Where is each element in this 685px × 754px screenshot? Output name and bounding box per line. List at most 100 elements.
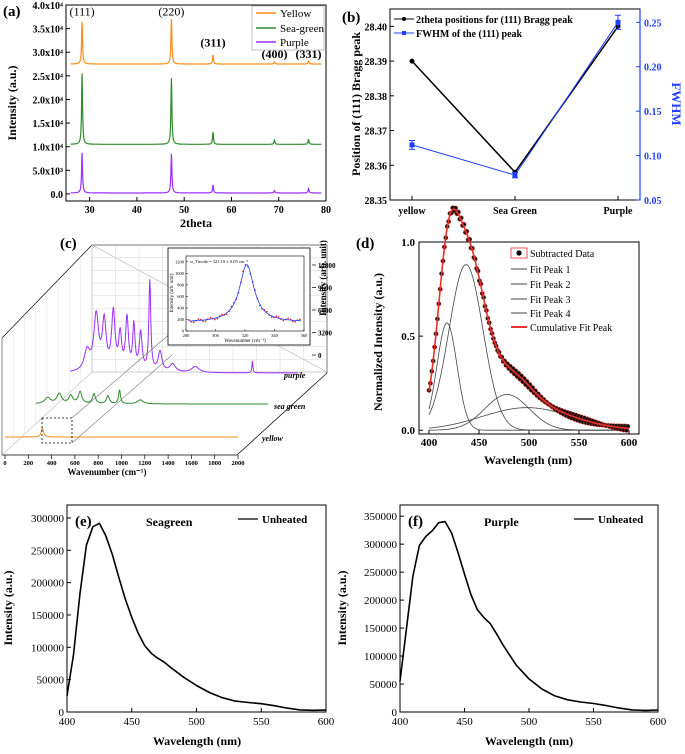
c-xtick-label-3: 600 xyxy=(70,460,80,467)
d-ytick-label-1: 0.5 xyxy=(401,331,415,343)
b-xtick-label-1: Sea Green xyxy=(493,206,537,217)
series-label-purple: purple xyxy=(283,371,306,380)
panel-f-y-ticks: 0 50000 100000 150000 200000 250000 300000 3500… xyxy=(364,511,404,719)
panel-b-x-ticks: yellow Sea Green Purple xyxy=(398,196,633,217)
inset-ytick-label-3: 600 xyxy=(177,294,185,299)
panel-c-x-ticks: 0 200 400 600 800 1000 1200 1400 1600 1800 2000 xyxy=(3,455,245,467)
d-xtick-label-3: 550 xyxy=(571,437,588,449)
a-series-yellow xyxy=(70,19,322,65)
inset-point-47 xyxy=(299,318,301,321)
d-fit-peak-3 xyxy=(429,394,629,431)
d-fit-peak-1 xyxy=(428,322,629,431)
inset-xtick-label-3: 340 xyxy=(271,333,279,338)
c-xtick-label-9: 1800 xyxy=(208,460,221,467)
c-xtick-label-10: 2000 xyxy=(232,460,245,467)
legend-yellow: Yellow xyxy=(280,8,311,20)
b-y2tick-label-1: 0.10 xyxy=(644,152,662,163)
d-xtick-label-4: 600 xyxy=(621,437,638,449)
c-xtick-label-5: 1000 xyxy=(115,460,128,467)
inset-point-42 xyxy=(287,317,289,320)
d-cumulative-fit xyxy=(428,208,630,430)
inset-title: ω_Tmode = 321.19 ± 0.05 cm⁻¹ xyxy=(190,259,249,264)
panel-a-y-label: Intensity (a.u.) xyxy=(5,65,19,140)
panel-a: (a) 0.0 5.0x10³ 1.0x10⁴ 1.5x10⁴ 2.0x10⁴ 2.5x1… xyxy=(3,1,331,230)
b-ytick-label-1: 28.36 xyxy=(365,161,388,172)
panel-c-spectra xyxy=(5,279,298,438)
inset-ytick-label-5: 1000 xyxy=(175,271,185,276)
inset-point-44 xyxy=(291,320,294,323)
panel-d-y-ticks: 0.0 0.5 1.0 xyxy=(401,237,423,437)
panel-e-x-label: Wavelength (nm) xyxy=(153,734,241,748)
panel-d-x-label: Wavelength (nm) xyxy=(484,453,572,467)
a-ytick-label-4: 2.0x10⁴ xyxy=(33,95,64,106)
pe-ytick-label-5: 250000 xyxy=(31,545,65,557)
b-series-line-1 xyxy=(411,22,619,176)
pe-xtick-label-4: 600 xyxy=(318,716,335,728)
a-ytick-label-1: 5.0x10³ xyxy=(33,166,64,177)
pf-ytick-label-1: 50000 xyxy=(370,679,398,691)
panel-c-label: (c) xyxy=(60,236,77,252)
pe-ytick-label-6: 300000 xyxy=(31,513,65,525)
c-spectrum-seagreen xyxy=(35,389,268,405)
pe-series-unheated xyxy=(66,522,327,712)
b-series-line-0 xyxy=(411,25,619,174)
panel-f-x-label: Wavelength (nm) xyxy=(485,734,573,748)
panel-e-y-ticks: 0 50000 100000 150000 200000 250000 300000 xyxy=(31,513,71,719)
b-y2tick-label-2: 0.15 xyxy=(644,107,662,118)
panel-c-inset: 280 300 320 340 360 0 200 400 600 800 1000 1200 ω_T… xyxy=(167,247,311,346)
b-xtick-label-0: yellow xyxy=(398,206,426,217)
legend-swatch-data xyxy=(510,247,528,259)
c-spectrum-yellow xyxy=(5,427,238,438)
inset-fit-line xyxy=(188,264,302,322)
panel-c-z-ticks: 0 3200 6400 9600 12800 xyxy=(312,262,336,360)
panel-a-y-ticks: 0.0 5.0x10³ 1.0x10⁴ 1.5x10⁴ 2.0x10⁴ 2.5x10⁴ 3.… xyxy=(33,1,70,201)
pf-ytick-label-0: 0 xyxy=(392,707,398,719)
inset-ytick-label-1: 200 xyxy=(177,317,185,322)
panel-a-x-label: 2theta xyxy=(180,216,212,230)
inset-point-40 xyxy=(282,319,285,322)
inset-point-4 xyxy=(197,318,200,320)
pf-xtick-label-2: 500 xyxy=(521,716,538,728)
b-ytick-label-2: 28.37 xyxy=(365,127,388,138)
c-xtick-label-4: 800 xyxy=(93,460,103,467)
a-ytick-label-0: 0.0 xyxy=(51,190,64,201)
c-ztick-label-4: 12800 xyxy=(318,262,336,270)
panel-b-y2-ticks: 0.05 0.10 0.15 0.20 0.25 xyxy=(636,18,662,207)
panel-c-zoom-line-2 xyxy=(71,354,173,444)
pf-ytick-label-3: 150000 xyxy=(364,623,398,635)
inset-point-16 xyxy=(225,313,228,316)
inset-ytick-label-2: 400 xyxy=(177,305,185,310)
panel-a-frame xyxy=(65,4,327,202)
legend-data: Subtracted Data xyxy=(530,249,595,260)
inset-content: 280 300 320 340 360 0 200 400 600 800 1000 1200 xyxy=(175,259,308,338)
b-point-fwhm-1 xyxy=(512,172,518,178)
pf-xtick-label-1: 450 xyxy=(456,716,473,728)
panel-c-zoom-line-1 xyxy=(71,331,173,419)
panel-c: (c) 0 200 400 600 800 1000 1200 1400 1600 1800 200… xyxy=(1,236,336,477)
b-y2tick-label-3: 0.20 xyxy=(644,63,662,74)
c-xtick-label-7: 1400 xyxy=(162,460,175,467)
pe-ytick-label-2: 100000 xyxy=(31,642,65,654)
panel-c-z-label: Intensity (arb. unit) xyxy=(318,240,328,316)
inset-point-11 xyxy=(214,318,216,321)
pf-series-unheated xyxy=(399,520,659,712)
a-ytick-label-2: 1.0x10⁴ xyxy=(33,143,64,154)
panel-c-x-label: Wavenumber (cm⁻¹) xyxy=(67,467,146,477)
pf-ytick-label-5: 250000 xyxy=(364,567,398,579)
legend-marker-data xyxy=(516,250,522,256)
c-xtick-label-6: 1200 xyxy=(138,460,151,467)
a-series-sea-green xyxy=(70,73,322,145)
a-annotation-3: (400) xyxy=(261,47,287,61)
panel-e-legend: Unheated xyxy=(262,514,307,526)
a-annotation-1: (220) xyxy=(158,4,184,18)
panel-b-legend: 2theta positions for (111) Bragg peak FW… xyxy=(394,15,573,40)
pf-ytick-label-6: 300000 xyxy=(364,539,398,551)
b-y2tick-label-4: 0.25 xyxy=(644,18,662,29)
d-fit-peak-2 xyxy=(428,264,629,431)
panel-a-x-ticks: 30 40 50 60 70 80 xyxy=(85,197,331,216)
b-ytick-label-5: 28.40 xyxy=(365,22,388,33)
legend-fit3: Fit Peak 3 xyxy=(530,295,571,306)
pf-xtick-label-4: 600 xyxy=(650,716,667,728)
